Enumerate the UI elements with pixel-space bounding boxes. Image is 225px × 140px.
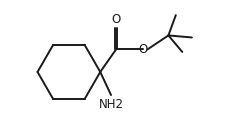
Text: NH2: NH2 <box>98 98 123 111</box>
Text: O: O <box>111 13 120 26</box>
Text: O: O <box>138 43 147 56</box>
